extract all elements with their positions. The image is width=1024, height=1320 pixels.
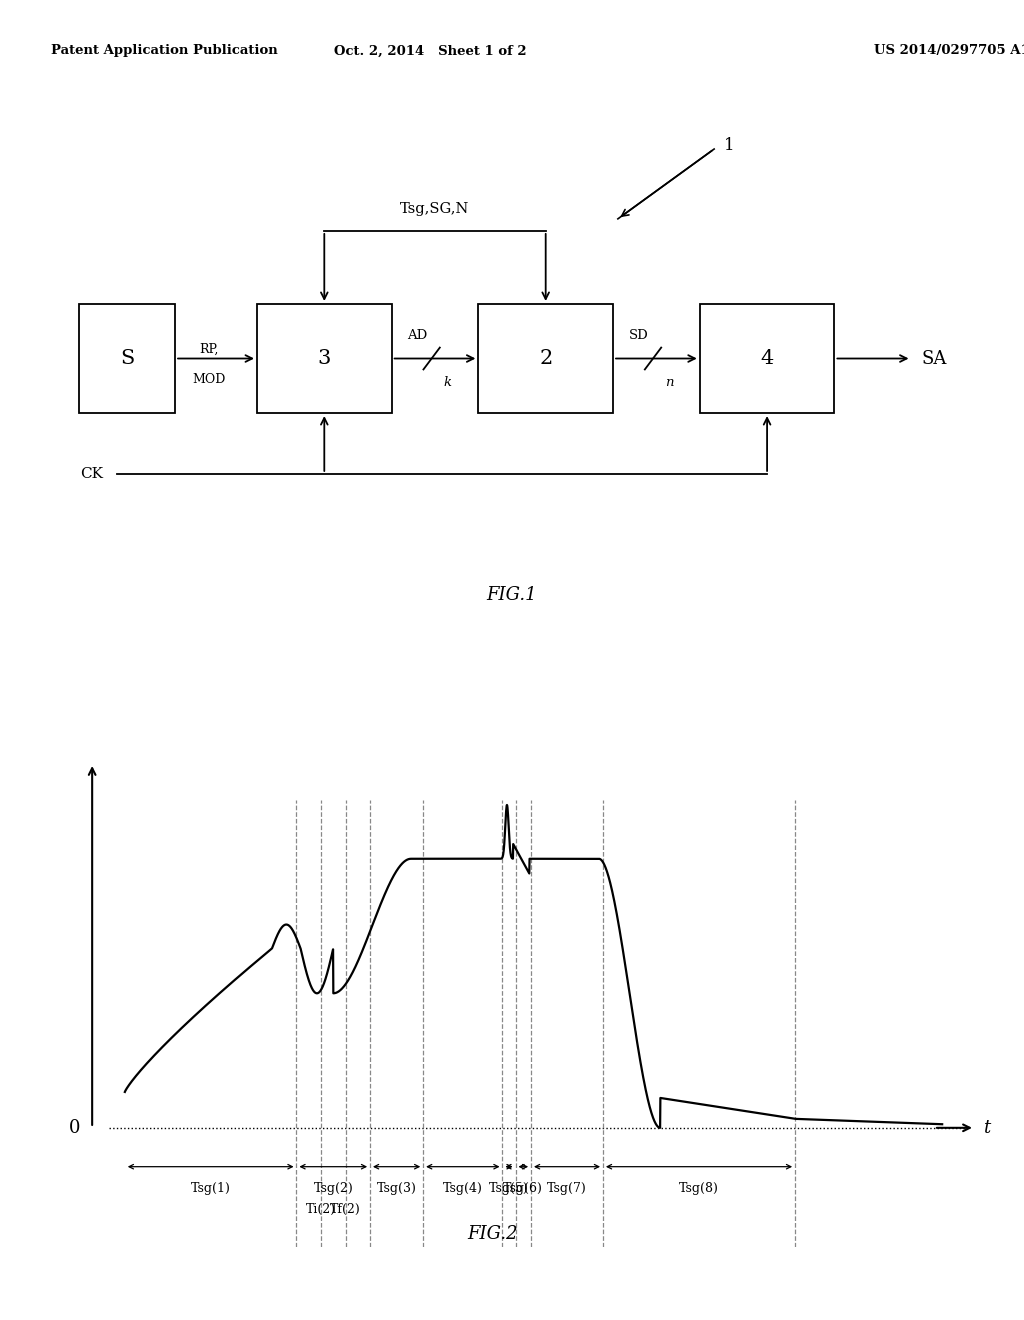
Text: US 2014/0297705 A1: US 2014/0297705 A1: [874, 45, 1024, 57]
Text: Tsg(3): Tsg(3): [377, 1181, 417, 1195]
Text: Oct. 2, 2014   Sheet 1 of 2: Oct. 2, 2014 Sheet 1 of 2: [334, 45, 526, 57]
Text: RP,: RP,: [199, 343, 218, 356]
Text: Tsg(8): Tsg(8): [679, 1181, 719, 1195]
Bar: [79, 304, 175, 413]
Text: 0: 0: [69, 1119, 80, 1137]
Text: n: n: [665, 375, 673, 388]
Text: Tsg(6): Tsg(6): [504, 1181, 544, 1195]
Text: Tsg(5): Tsg(5): [489, 1181, 528, 1195]
Text: SD: SD: [629, 329, 649, 342]
Bar: [257, 304, 391, 413]
Text: S: S: [120, 348, 134, 368]
Text: FIG.1: FIG.1: [486, 586, 538, 605]
Text: 1: 1: [724, 137, 734, 154]
Text: Tsg(2): Tsg(2): [313, 1181, 353, 1195]
Text: Tsg(7): Tsg(7): [547, 1181, 587, 1195]
Text: 2: 2: [539, 348, 552, 368]
Text: SA: SA: [922, 350, 946, 367]
Text: t: t: [983, 1119, 990, 1137]
Text: Tsg(1): Tsg(1): [190, 1181, 230, 1195]
Text: FIG.2: FIG.2: [467, 1225, 518, 1243]
Text: 4: 4: [761, 348, 774, 368]
Text: Ti(2): Ti(2): [306, 1203, 336, 1216]
Text: Tf(2): Tf(2): [330, 1203, 360, 1216]
Text: CK: CK: [80, 467, 102, 480]
Text: 3: 3: [317, 348, 331, 368]
Text: AD: AD: [408, 329, 428, 342]
Text: k: k: [443, 375, 452, 388]
Text: Tsg,SG,N: Tsg,SG,N: [400, 202, 470, 215]
Bar: [478, 304, 613, 413]
Text: MOD: MOD: [193, 374, 225, 387]
Text: Tsg(4): Tsg(4): [442, 1181, 482, 1195]
Text: Patent Application Publication: Patent Application Publication: [51, 45, 278, 57]
Bar: [699, 304, 835, 413]
